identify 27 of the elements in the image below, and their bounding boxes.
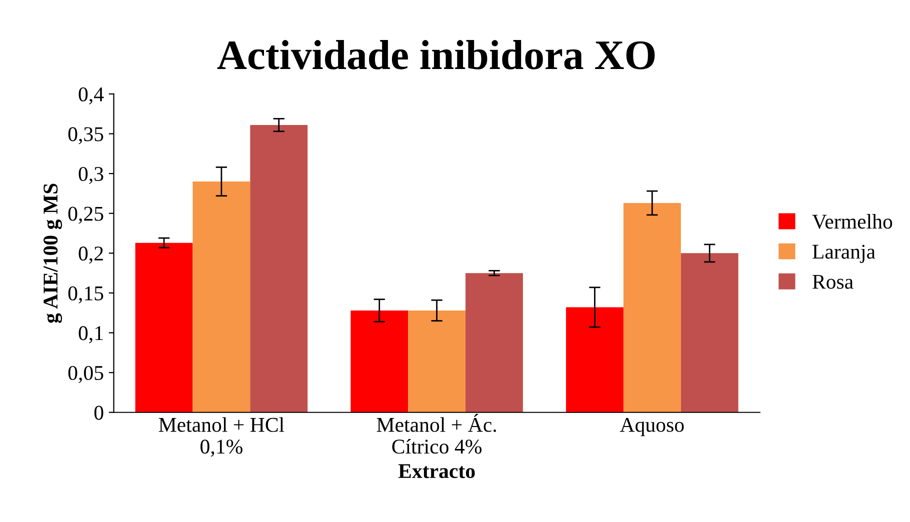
bar	[350, 310, 408, 412]
bar	[250, 125, 308, 412]
y-tick-label: 0,05	[68, 366, 104, 384]
x-axis-title: Extracto	[398, 464, 475, 478]
x-tick-label: Metanol + HCl 0,1%	[158, 417, 284, 457]
bar	[135, 242, 193, 412]
bar	[623, 203, 681, 412]
bar	[408, 310, 466, 412]
x-tick-label: Aquoso	[620, 418, 684, 436]
legend-label: Rosa	[812, 274, 854, 289]
y-tick-label: 0,4	[78, 87, 104, 104]
legend-label: Vermelho	[812, 214, 892, 229]
x-tick-label: Metanol + Ác. Cítrico 4%	[376, 414, 496, 454]
bar	[566, 307, 624, 412]
legend-label: Laranja	[812, 244, 876, 263]
chart-title: Actividade inibidora XO	[217, 40, 655, 70]
y-tick-label: 0,25	[68, 206, 104, 224]
y-axis-title: g AIE/100 g MS	[44, 184, 62, 323]
y-tick-label: 0	[94, 406, 104, 420]
bar	[466, 273, 523, 412]
y-tick-label: 0,1	[78, 326, 103, 344]
y-tick-label: 0,15	[68, 286, 104, 304]
bar	[192, 182, 250, 412]
y-tick-label: 0,35	[68, 127, 104, 144]
bar	[680, 253, 738, 412]
y-tick-label: 0,3	[78, 166, 104, 184]
y-tick-label: 0,2	[78, 246, 103, 264]
